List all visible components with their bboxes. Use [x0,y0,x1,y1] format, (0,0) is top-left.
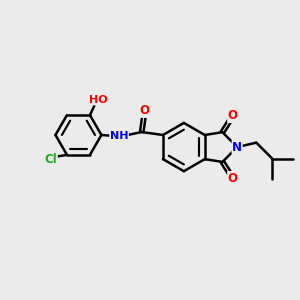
Text: NH: NH [110,131,128,141]
Text: Cl: Cl [44,153,57,166]
Text: O: O [140,104,150,117]
Text: N: N [232,141,242,154]
Text: O: O [228,110,238,122]
Text: O: O [228,172,238,184]
Text: HO: HO [89,95,108,105]
